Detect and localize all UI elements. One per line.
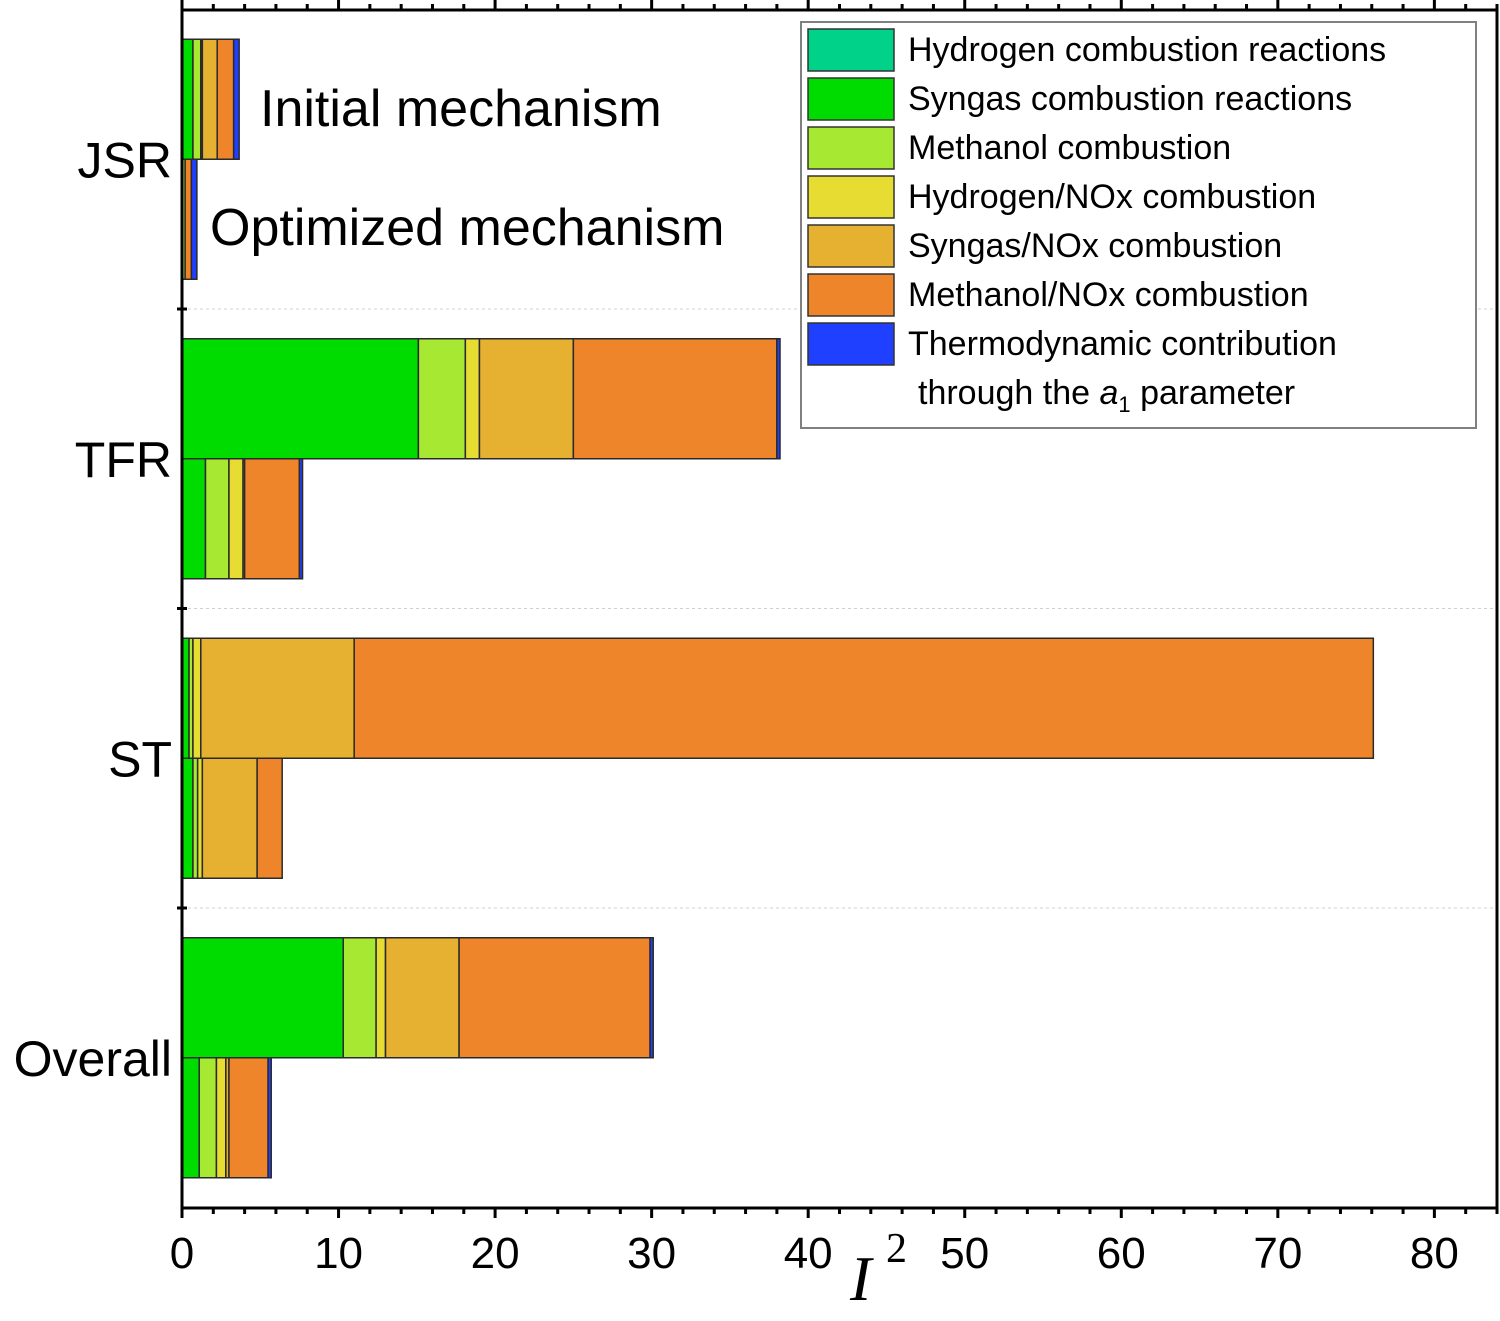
- category-label: TFR: [75, 432, 172, 488]
- legend-swatch: [807, 175, 895, 219]
- x-tick-label: 80: [1410, 1229, 1459, 1278]
- bar-segment-jsr-initial-5: [216, 38, 235, 160]
- bar-segment-overall-initial-2: [342, 937, 377, 1059]
- bar-segment-st-initial-3: [192, 637, 202, 759]
- bar-segment-st-optimized-1: [181, 757, 194, 879]
- legend-swatch: [807, 126, 895, 170]
- x-tick-label: 0: [170, 1229, 194, 1278]
- legend-label: Methanol/NOx combustion: [908, 276, 1309, 314]
- bar-segment-tfr-initial-4: [478, 338, 575, 460]
- legend-box: [800, 21, 1477, 429]
- bar-segment-tfr-initial-2: [417, 338, 467, 460]
- axis-ticks: [177, 0, 1499, 1218]
- legend-label: Hydrogen combustion reactions: [908, 31, 1386, 69]
- bar-segment-tfr-optimized-5: [243, 458, 301, 580]
- bar-segment-overall-initial-6: [649, 937, 654, 1059]
- category-labels: JSR TFR ST Overall: [14, 132, 172, 1087]
- bar-segment-jsr-initial-2: [192, 38, 202, 160]
- legend-label: Methanol combustion: [908, 129, 1231, 167]
- bar-segment-jsr-optimized-5: [184, 158, 193, 280]
- bar-segment-tfr-optimized-3: [228, 458, 244, 580]
- bar-segment-st-optimized-4: [201, 757, 258, 879]
- legend-swatch: [807, 322, 895, 366]
- x-tick-label: 40: [784, 1229, 833, 1278]
- category-label: JSR: [78, 132, 172, 188]
- annotation-initial-mechanism: Initial mechanism: [260, 80, 662, 138]
- legend-swatch: [807, 28, 895, 72]
- bar-segment-jsr-initial-4: [201, 38, 218, 160]
- legend-label: Hydrogen/NOx combustion: [908, 178, 1316, 216]
- category-label: ST: [108, 731, 172, 787]
- bar-segment-tfr-initial-5: [572, 338, 778, 460]
- bar-segment-overall-optimized-3: [215, 1057, 227, 1179]
- bar-segment-tfr-initial-6: [776, 338, 781, 460]
- bar-segment-st-initial-5: [353, 637, 1375, 759]
- legend-label: Thermodynamic contribution: [908, 325, 1337, 363]
- legend-label: Syngas/NOx combustion: [908, 227, 1282, 265]
- legend: Hydrogen combustion reactions Syngas comb…: [800, 21, 1477, 429]
- legend-swatch: [807, 77, 895, 121]
- bar-segment-st-initial-4: [200, 637, 355, 759]
- bar-segment-tfr-optimized-2: [204, 458, 230, 580]
- legend-label-line2: through the a1 parameter: [918, 374, 1295, 417]
- bar-segment-overall-initial-5: [458, 937, 651, 1059]
- bar-segment-tfr-initial-1: [181, 338, 420, 460]
- x-tick-label: 50: [940, 1229, 989, 1278]
- bar-segment-st-optimized-5: [256, 757, 283, 879]
- x-axis-label: I: [849, 1243, 874, 1314]
- legend-swatch: [807, 224, 895, 268]
- x-tick-label: 20: [471, 1229, 520, 1278]
- annotation-optimized-mechanism: Optimized mechanism: [210, 199, 724, 257]
- category-label: Overall: [14, 1031, 172, 1087]
- bar-segment-overall-optimized-5: [228, 1057, 269, 1179]
- x-tick-label: 30: [627, 1229, 676, 1278]
- bar-segment-overall-optimized-1: [181, 1057, 200, 1179]
- bar-segment-overall-initial-3: [375, 937, 387, 1059]
- legend-swatch: [807, 273, 895, 317]
- bar-segment-overall-initial-1: [181, 937, 344, 1059]
- x-tick-label: 60: [1097, 1229, 1146, 1278]
- bar-segment-overall-optimized-2: [198, 1057, 218, 1179]
- bar-segment-jsr-optimized-6: [190, 158, 198, 280]
- bar-segment-overall-optimized-6: [267, 1057, 272, 1179]
- x-axis-label-superscript: 2: [886, 1226, 907, 1272]
- bar-segment-jsr-initial-1: [182, 38, 194, 160]
- bars-layer: [181, 38, 1375, 1179]
- bar-segment-tfr-optimized-1: [181, 458, 207, 580]
- x-tick-labels: 0 10 20 30 40 50 60 70 80: [170, 1229, 1459, 1278]
- bar-segment-overall-initial-4: [384, 937, 460, 1059]
- bar-segment-jsr-initial-6: [232, 38, 240, 160]
- bar-segment-tfr-optimized-6: [298, 458, 304, 580]
- legend-label: Syngas combustion reactions: [908, 80, 1352, 118]
- x-tick-label: 70: [1253, 1229, 1302, 1278]
- bar-segment-tfr-initial-3: [464, 338, 481, 460]
- x-tick-label: 10: [314, 1229, 363, 1278]
